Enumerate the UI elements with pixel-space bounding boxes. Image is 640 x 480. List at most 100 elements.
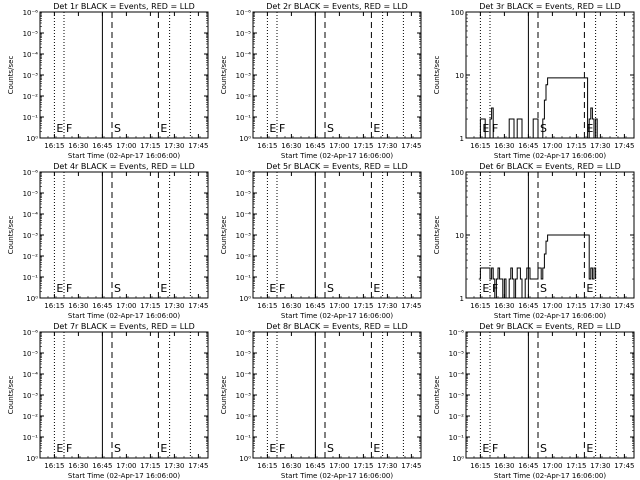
marker-label-f: F [279, 122, 285, 135]
detector-panel-4: Det 4r BLACK = Events, RED = LLD 10⁰ 10⁻¹ 1… [7, 162, 209, 320]
y-axis-label: Counts/sec [433, 56, 441, 95]
events-series-line [478, 234, 597, 299]
y-tick-label: 1 [460, 135, 464, 143]
y-tick-label: 10⁻⁵ [449, 350, 465, 358]
y-tick-label: 10⁻⁴ [236, 51, 252, 59]
detector-panel-9: Det 9r BLACK = Events, RED = LLD 10⁰ 10⁻¹ 1… [433, 322, 635, 480]
x-tick-label: 17:15 [353, 142, 373, 150]
x-tick-label: 16:15 [44, 462, 64, 470]
marker-label-e: E [160, 442, 167, 455]
y-tick-label: 10⁻² [236, 93, 252, 101]
y-tick-label: 10⁻³ [236, 232, 252, 240]
y-tick-label: 10⁻² [236, 253, 252, 261]
x-tick-label: 16:15 [257, 302, 277, 310]
x-tick-label: 16:15 [44, 142, 64, 150]
x-tick-label: 17:15 [140, 142, 160, 150]
x-tick-label: 16:15 [257, 462, 277, 470]
y-axis-label: Counts/sec [220, 56, 228, 95]
y-tick-label: 10⁻⁵ [23, 350, 39, 358]
x-tick-label: 16:45 [518, 462, 538, 470]
x-tick-label: 17:30 [164, 142, 184, 150]
plot-frame [39, 11, 209, 139]
y-tick-label: 10⁻⁴ [236, 211, 252, 219]
y-tick-label: 10⁻¹ [236, 434, 252, 442]
y-tick-label: 10⁰ [26, 135, 38, 143]
marker-label-e: E [373, 122, 380, 135]
y-tick-label: 10⁻¹ [236, 274, 252, 282]
plot-frame [465, 331, 635, 459]
y-tick-label: 10⁻³ [236, 72, 252, 80]
marker-label-e: E [482, 282, 489, 295]
x-tick-label: 17:30 [377, 462, 397, 470]
y-axis-label: Counts/sec [220, 216, 228, 255]
events-series-line [478, 77, 598, 139]
plot-frame [39, 331, 209, 459]
x-tick-label: 16:45 [518, 302, 538, 310]
x-tick-label: 17:45 [614, 302, 634, 310]
y-tick-label: 10⁻⁴ [23, 211, 39, 219]
x-axis-label: Start Time (02-Apr-17 16:06:00) [68, 152, 180, 160]
marker-label-e: E [269, 442, 276, 455]
y-tick-label: 10⁻⁵ [23, 190, 39, 198]
x-axis-label: Start Time (02-Apr-17 16:06:00) [494, 152, 606, 160]
x-axis-label: Start Time (02-Apr-17 16:06:00) [281, 472, 393, 480]
y-tick-label: 10⁰ [26, 295, 38, 303]
x-tick-label: 17:30 [164, 462, 184, 470]
y-tick-label: 10⁻⁴ [23, 51, 39, 59]
x-axis-label: Start Time (02-Apr-17 16:06:00) [281, 312, 393, 320]
marker-label-f: F [492, 442, 498, 455]
y-tick-label: 10⁻⁶ [23, 169, 39, 177]
x-tick-label: 17:30 [377, 142, 397, 150]
detector-panel-7: Det 7r BLACK = Events, RED = LLD 10⁰ 10⁻¹ 1… [7, 322, 209, 480]
marker-label-e: E [373, 282, 380, 295]
x-axis-label: Start Time (02-Apr-17 16:06:00) [68, 312, 180, 320]
marker-label-f: F [492, 122, 498, 135]
marker-label-f: F [66, 442, 72, 455]
x-axis-label: Start Time (02-Apr-17 16:06:00) [281, 152, 393, 160]
x-tick-label: 17:30 [164, 302, 184, 310]
y-axis-label: Counts/sec [433, 216, 441, 255]
detector-panel-3: Det 3r BLACK = Events, RED = LLD 1 10 100 Co… [433, 2, 635, 160]
y-tick-label: 10⁻⁶ [449, 329, 465, 337]
panel-title: Det 3r BLACK = Events, RED = LLD [479, 2, 621, 11]
panel-title: Det 5r BLACK = Events, RED = LLD [266, 162, 408, 171]
x-tick-label: 16:45 [305, 142, 325, 150]
panel-title: Det 8r BLACK = Events, RED = LLD [266, 322, 408, 331]
y-tick-label: 10⁻¹ [236, 114, 252, 122]
x-tick-label: 17:45 [401, 302, 421, 310]
x-tick-label: 16:30 [68, 462, 88, 470]
marker-label-e: E [269, 282, 276, 295]
y-axis-label: Counts/sec [220, 376, 228, 415]
marker-label-e: E [56, 282, 63, 295]
x-tick-label: 17:45 [188, 302, 208, 310]
y-tick-label: 10⁻⁶ [23, 329, 39, 337]
x-tick-label: 17:15 [566, 142, 586, 150]
y-tick-label: 10⁻⁵ [236, 30, 252, 38]
x-tick-label: 16:15 [44, 302, 64, 310]
marker-label-f: F [279, 282, 285, 295]
y-tick-label: 10⁻⁵ [236, 190, 252, 198]
x-tick-label: 16:45 [305, 462, 325, 470]
x-tick-label: 17:00 [329, 142, 349, 150]
y-tick-label: 10⁰ [239, 295, 251, 303]
x-tick-label: 16:15 [257, 142, 277, 150]
x-tick-label: 17:15 [140, 302, 160, 310]
marker-label-s: S [327, 282, 334, 295]
y-tick-label: 10⁻⁴ [236, 371, 252, 379]
x-tick-label: 16:15 [470, 462, 490, 470]
x-tick-label: 16:45 [92, 462, 112, 470]
y-axis-label: Counts/sec [7, 56, 15, 95]
marker-label-e: E [160, 122, 167, 135]
x-tick-label: 16:30 [494, 462, 514, 470]
x-tick-label: 17:30 [590, 142, 610, 150]
marker-label-e: E [482, 442, 489, 455]
detector-panel-2: Det 2r BLACK = Events, RED = LLD 10⁰ 10⁻¹ 1… [220, 2, 422, 160]
y-tick-label: 10⁻⁶ [23, 9, 39, 17]
y-tick-label: 10⁰ [239, 455, 251, 463]
marker-label-e: E [56, 442, 63, 455]
detector-panel-6: Det 6r BLACK = Events, RED = LLD 1 10 100 Co… [433, 162, 635, 320]
x-tick-label: 17:45 [188, 142, 208, 150]
panel-title: Det 4r BLACK = Events, RED = LLD [53, 162, 195, 171]
marker-label-e: E [482, 122, 489, 135]
